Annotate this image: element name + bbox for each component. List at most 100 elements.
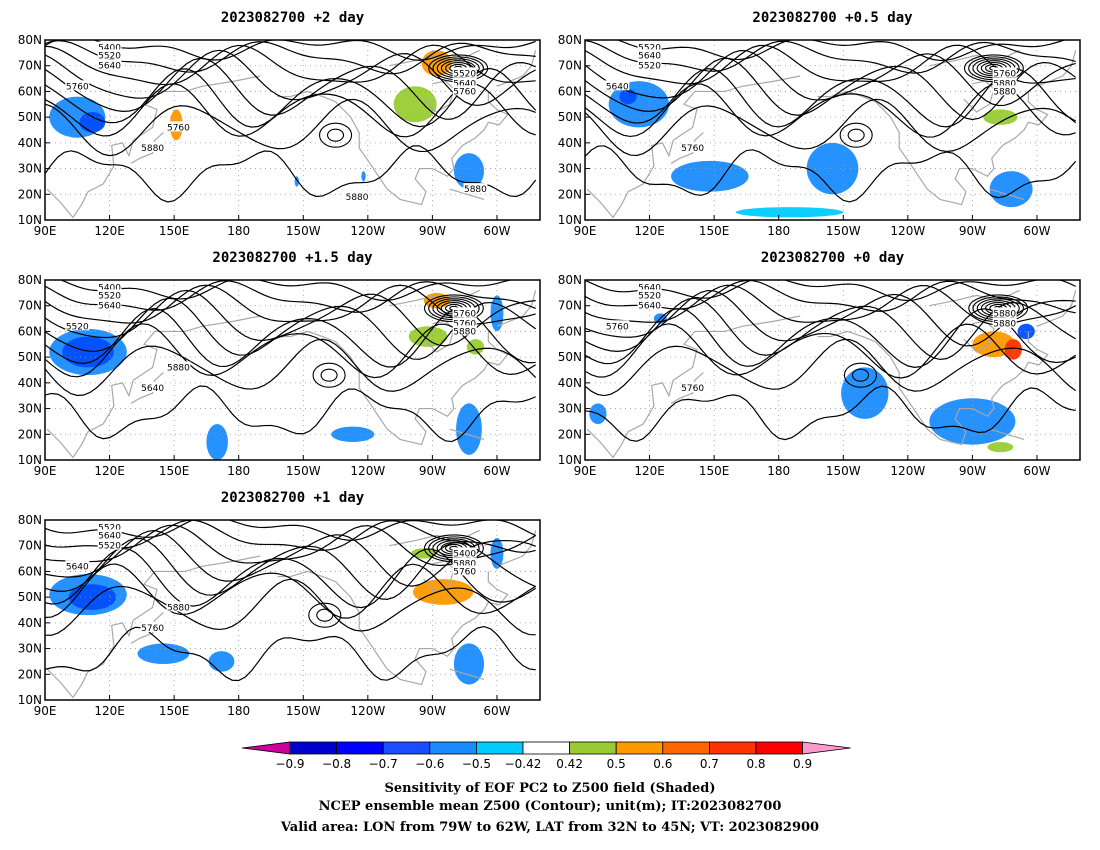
contour-label-bg <box>637 281 662 292</box>
colorbar-label: −0.5 <box>462 757 491 771</box>
z500-contour <box>45 145 537 203</box>
coastline <box>46 555 261 699</box>
contour-label: 5520 <box>98 51 121 61</box>
x-tick-label: 90W <box>419 704 446 718</box>
x-tick-label: 90E <box>574 464 597 478</box>
contour-label-bg <box>637 49 662 60</box>
contour-label-bg <box>65 560 90 571</box>
footer-line: Valid area: LON from 79W to 62W, LAT fro… <box>280 820 819 835</box>
y-tick-label: 80N <box>558 273 582 287</box>
x-tick-label: 90W <box>419 224 446 238</box>
contour-label: 5640 <box>98 531 121 541</box>
z500-contour <box>308 602 342 628</box>
y-tick-label: 50N <box>558 350 582 364</box>
coastline <box>449 188 485 201</box>
contour-label: 5520 <box>638 62 661 72</box>
z500-contour <box>45 40 536 75</box>
coastline <box>130 612 164 644</box>
z500-contour <box>585 145 1077 203</box>
contour-label-bg <box>637 59 662 70</box>
colorbar-label: 0.6 <box>653 757 672 771</box>
contour-label-bg <box>452 557 477 568</box>
colorbar-box <box>709 741 757 755</box>
contour-label: 5880 <box>993 309 1016 319</box>
z500-contour <box>320 368 338 382</box>
y-tick-label: 30N <box>18 642 42 656</box>
y-tick-label: 40N <box>18 616 42 630</box>
sensitivity-shading <box>1017 323 1035 340</box>
y-tick-label: 50N <box>558 110 582 124</box>
contour-label-bg <box>97 49 122 60</box>
sensitivity-shading <box>393 86 437 123</box>
y-tick-label: 80N <box>18 33 42 47</box>
contour-label: 5880 <box>346 193 369 203</box>
contour-label-bg <box>605 320 630 331</box>
y-tick-label: 20N <box>18 187 42 201</box>
y-tick-label: 30N <box>18 162 42 176</box>
colorbar-label: 0.7 <box>700 757 719 771</box>
y-tick-label: 40N <box>18 376 42 390</box>
contour-label-bg <box>166 601 191 612</box>
sensitivity-shading <box>929 398 1016 445</box>
coastline <box>586 315 801 459</box>
x-tick-label: 180 <box>767 224 790 238</box>
contour-label-bg <box>140 382 165 392</box>
colorbar-label: 0.5 <box>607 757 626 771</box>
x-tick-label: 150E <box>159 464 190 478</box>
contour-label-bg <box>345 190 370 201</box>
x-tick-label: 90E <box>574 224 597 238</box>
colorbar-box <box>522 741 570 755</box>
contour-label: 5880 <box>453 327 476 337</box>
contour-label: 5640 <box>98 62 121 72</box>
x-tick-label: 120E <box>94 464 125 478</box>
y-tick-label: 70N <box>18 59 42 73</box>
coastline <box>277 330 509 446</box>
z500-contour <box>45 44 536 86</box>
contour-label-bg <box>97 59 122 70</box>
x-tick-label: 120E <box>634 224 665 238</box>
contour-label-bg <box>992 67 1017 78</box>
x-tick-label: 180 <box>767 464 790 478</box>
y-tick-label: 50N <box>18 350 42 364</box>
x-tick-label: 120E <box>94 704 125 718</box>
x-tick-label: 150E <box>699 224 730 238</box>
map-panel-2: 2023082700 +0.5 day 552056405520564057605… <box>558 10 1081 238</box>
x-tick-label: 150W <box>286 464 321 478</box>
colorbar-box <box>289 741 337 755</box>
contour-label: 5520 <box>638 44 661 54</box>
contour-label-bg <box>166 361 191 372</box>
contour-label: 5520 <box>98 524 121 534</box>
sensitivity-shading <box>361 171 366 182</box>
y-tick-label: 60N <box>558 324 582 338</box>
x-tick-label: 90E <box>34 224 57 238</box>
contour-label-bg <box>166 121 191 132</box>
z500-contour <box>326 128 345 142</box>
contour-label: 5520 <box>638 291 661 301</box>
contour-label: 5880 <box>167 603 190 613</box>
panel-title: 2023082700 +0.5 day <box>752 10 913 26</box>
contour-label-bg <box>65 320 90 331</box>
y-tick-label: 70N <box>18 299 42 313</box>
y-tick-label: 40N <box>558 376 582 390</box>
contour-label-bg <box>452 77 477 88</box>
contour-label-bg <box>992 317 1017 328</box>
contour-label: 5520 <box>98 291 121 301</box>
z500-contour <box>585 289 1076 347</box>
contour-label-bg <box>452 67 477 78</box>
sensitivity-shading <box>1004 339 1022 360</box>
x-tick-label: 90W <box>959 464 986 478</box>
y-tick-label: 60N <box>18 564 42 578</box>
contour-label: 5640 <box>98 302 121 312</box>
x-tick-label: 150W <box>826 464 861 478</box>
z500-contour <box>616 40 1067 62</box>
colorbar: −0.9 −0.8 −0.7 −0.6 −0.5 −0.42 0.42 0.5 0.6 0.7 0.… <box>241 741 851 771</box>
contour-label: 5640 <box>66 562 89 572</box>
coastline <box>449 428 485 441</box>
contour-label: 5760 <box>453 87 476 97</box>
panel-title: 2023082700 +1.5 day <box>212 250 373 266</box>
x-tick-label: 120W <box>890 464 925 478</box>
